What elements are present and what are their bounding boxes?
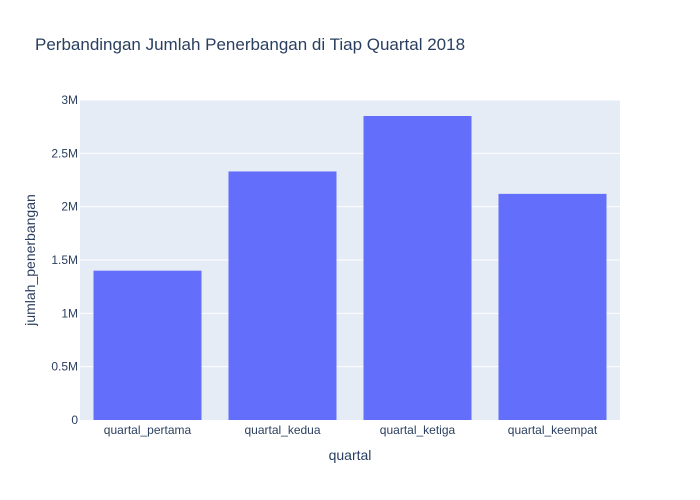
y-tick-label: 3M	[61, 93, 78, 107]
x-tick-label: quartal_pertama	[104, 423, 192, 437]
y-tick-label: 1.5M	[51, 253, 78, 267]
bars	[93, 116, 607, 420]
x-tick-label: quartal_keempat	[508, 423, 598, 437]
y-tick-label: 0.5M	[51, 360, 78, 374]
y-tick-label: 1M	[61, 306, 78, 320]
x-tick-label: quartal_kedua	[244, 423, 320, 437]
bar-quartal_ketiga[interactable]	[363, 116, 472, 420]
x-axis-ticks: quartal_pertama quartal_kedua quartal_keti…	[104, 423, 598, 437]
y-tick-label: 2.5M	[51, 146, 78, 160]
bar-quartal_pertama[interactable]	[93, 270, 202, 420]
bar-quartal_kedua[interactable]	[228, 171, 337, 420]
bar-quartal_keempat[interactable]	[498, 193, 607, 420]
chart-title: Perbandingan Jumlah Penerbangan di Tiap …	[35, 35, 465, 54]
y-axis-title: jumlah_penerbangan	[22, 194, 38, 327]
y-tick-label: 2M	[61, 200, 78, 214]
y-axis-ticks: 0 0.5M 1M 1.5M 2M 2.5M 3M	[51, 93, 78, 427]
x-axis-title: quartal	[329, 447, 372, 463]
x-tick-label: quartal_ketiga	[380, 423, 456, 437]
y-tick-label: 0	[71, 413, 78, 427]
